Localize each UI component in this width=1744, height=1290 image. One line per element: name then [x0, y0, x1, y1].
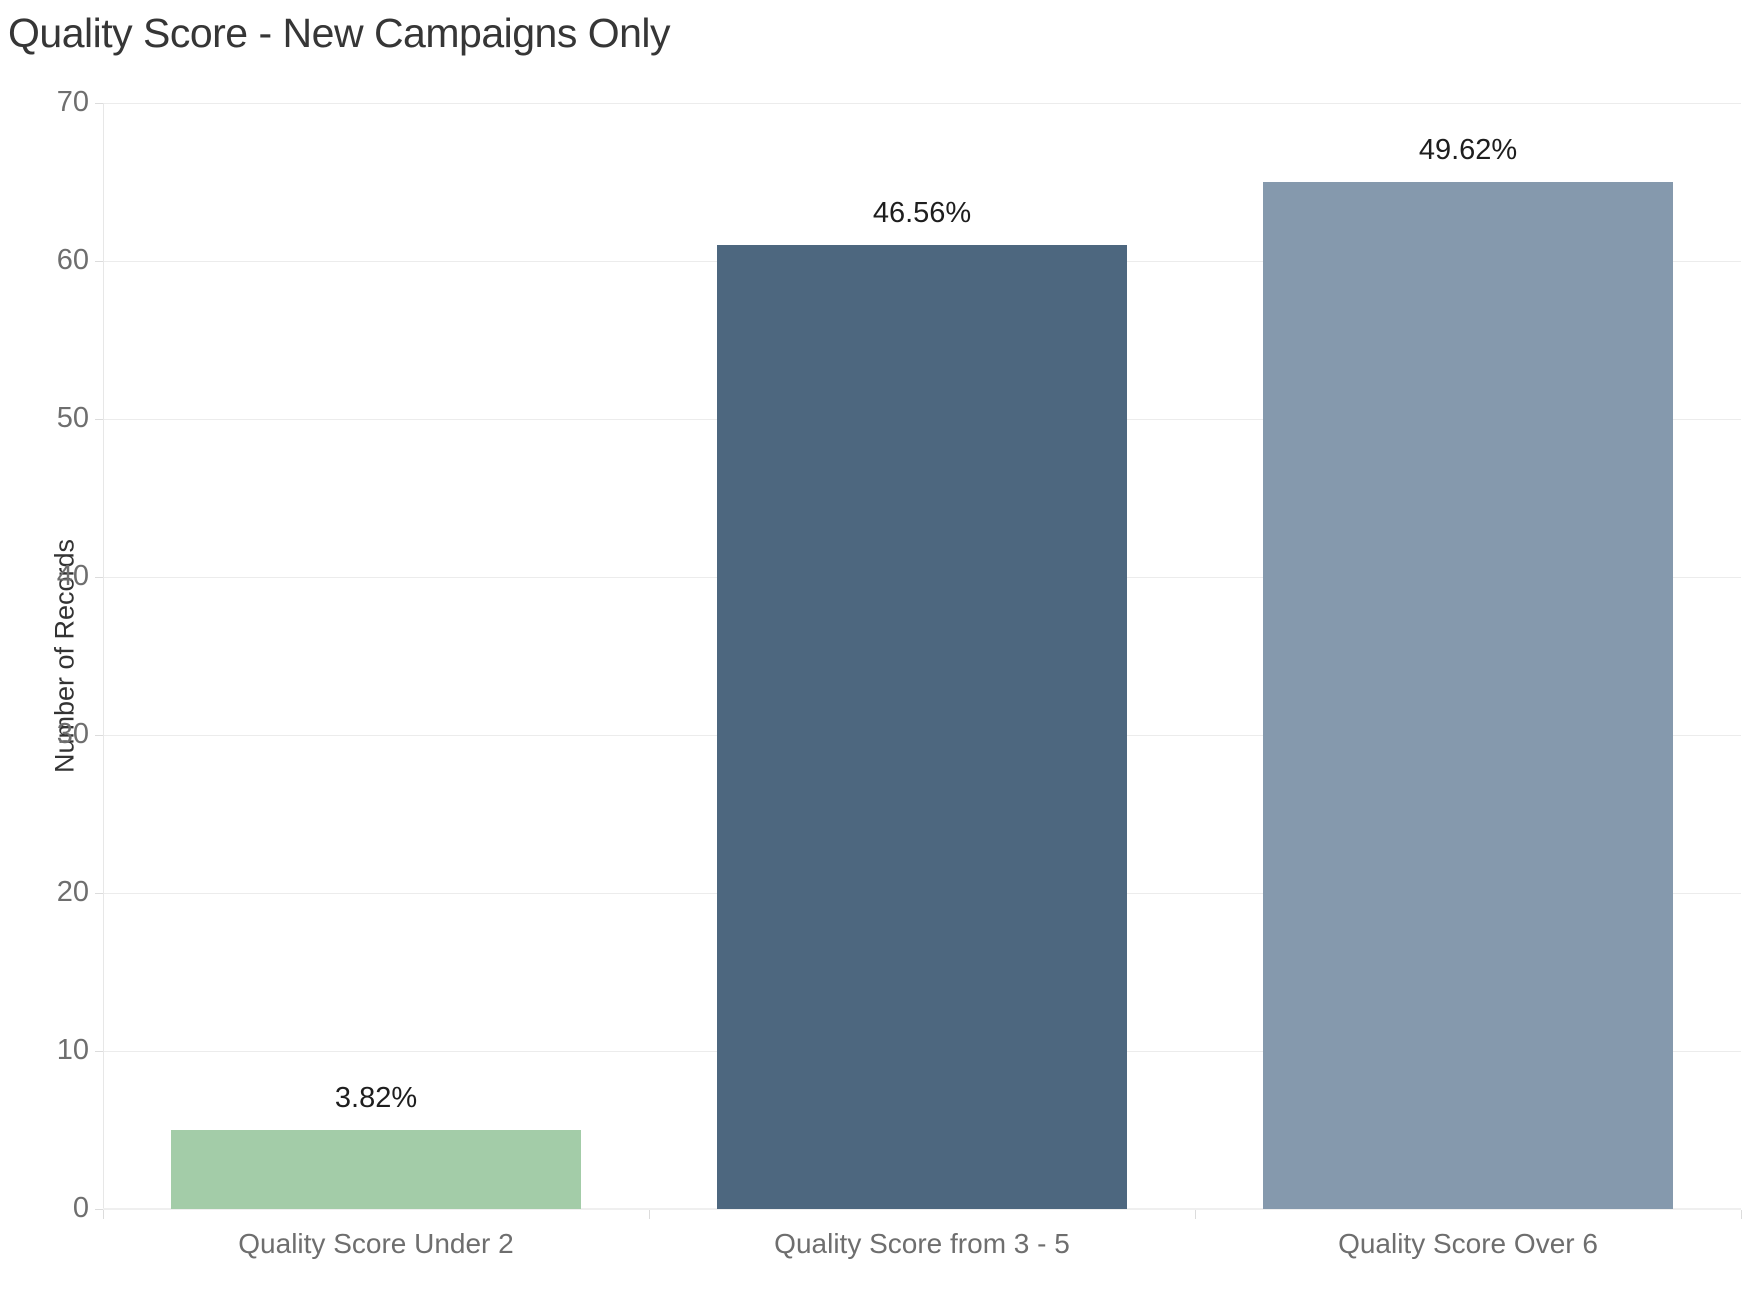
y-tick-label-70: 70 — [56, 85, 89, 118]
y-tick-mark-70 — [95, 103, 103, 104]
bar-value-label-quality-score-over-6: 49.62% — [1418, 134, 1518, 166]
x-pane-tick-1 — [649, 1210, 650, 1219]
y-tick-label-60: 60 — [56, 243, 89, 276]
bar-quality-score-over-6[interactable] — [1263, 182, 1673, 1209]
y-tick-label-20: 20 — [56, 875, 89, 908]
y-axis-line — [103, 103, 104, 1209]
x-axis-label-quality-score-over-6: Quality Score Over 6 — [1338, 1228, 1598, 1259]
bar-value-label-quality-score-under-2: 3.82% — [334, 1082, 418, 1114]
x-pane-tick-3 — [1741, 1210, 1742, 1219]
y-tick-mark-50 — [95, 419, 103, 420]
y-tick-label-40: 40 — [56, 559, 89, 592]
y-tick-mark-20 — [95, 893, 103, 894]
bar-value-label-quality-score-from-3-5: 46.56% — [872, 197, 972, 230]
y-tick-label-0: 0 — [72, 1191, 89, 1224]
x-axis-line — [103, 1208, 1741, 1210]
bar-quality-score-under-2[interactable] — [171, 1130, 581, 1209]
x-axis-label-quality-score-under-2: Quality Score Under 2 — [238, 1228, 514, 1259]
bar-quality-score-from-3-5[interactable] — [717, 245, 1127, 1209]
x-pane-tick-2 — [1195, 1210, 1196, 1219]
y-tick-label-10: 10 — [56, 1033, 89, 1066]
chart-title: Quality Score - New Campaigns Only — [8, 10, 671, 56]
y-tick-mark-0 — [95, 1209, 103, 1210]
y-tick-mark-60 — [95, 261, 103, 262]
y-tick-mark-40 — [95, 577, 103, 578]
gridline-70 — [103, 103, 1741, 104]
x-pane-tick-0 — [103, 1210, 104, 1219]
y-tick-mark-10 — [95, 1051, 103, 1052]
y-tick-label-50: 50 — [56, 401, 89, 434]
y-tick-label-30: 30 — [56, 717, 89, 750]
x-axis-label-quality-score-from-3-5: Quality Score from 3 - 5 — [774, 1228, 1070, 1259]
y-tick-mark-30 — [95, 735, 103, 736]
